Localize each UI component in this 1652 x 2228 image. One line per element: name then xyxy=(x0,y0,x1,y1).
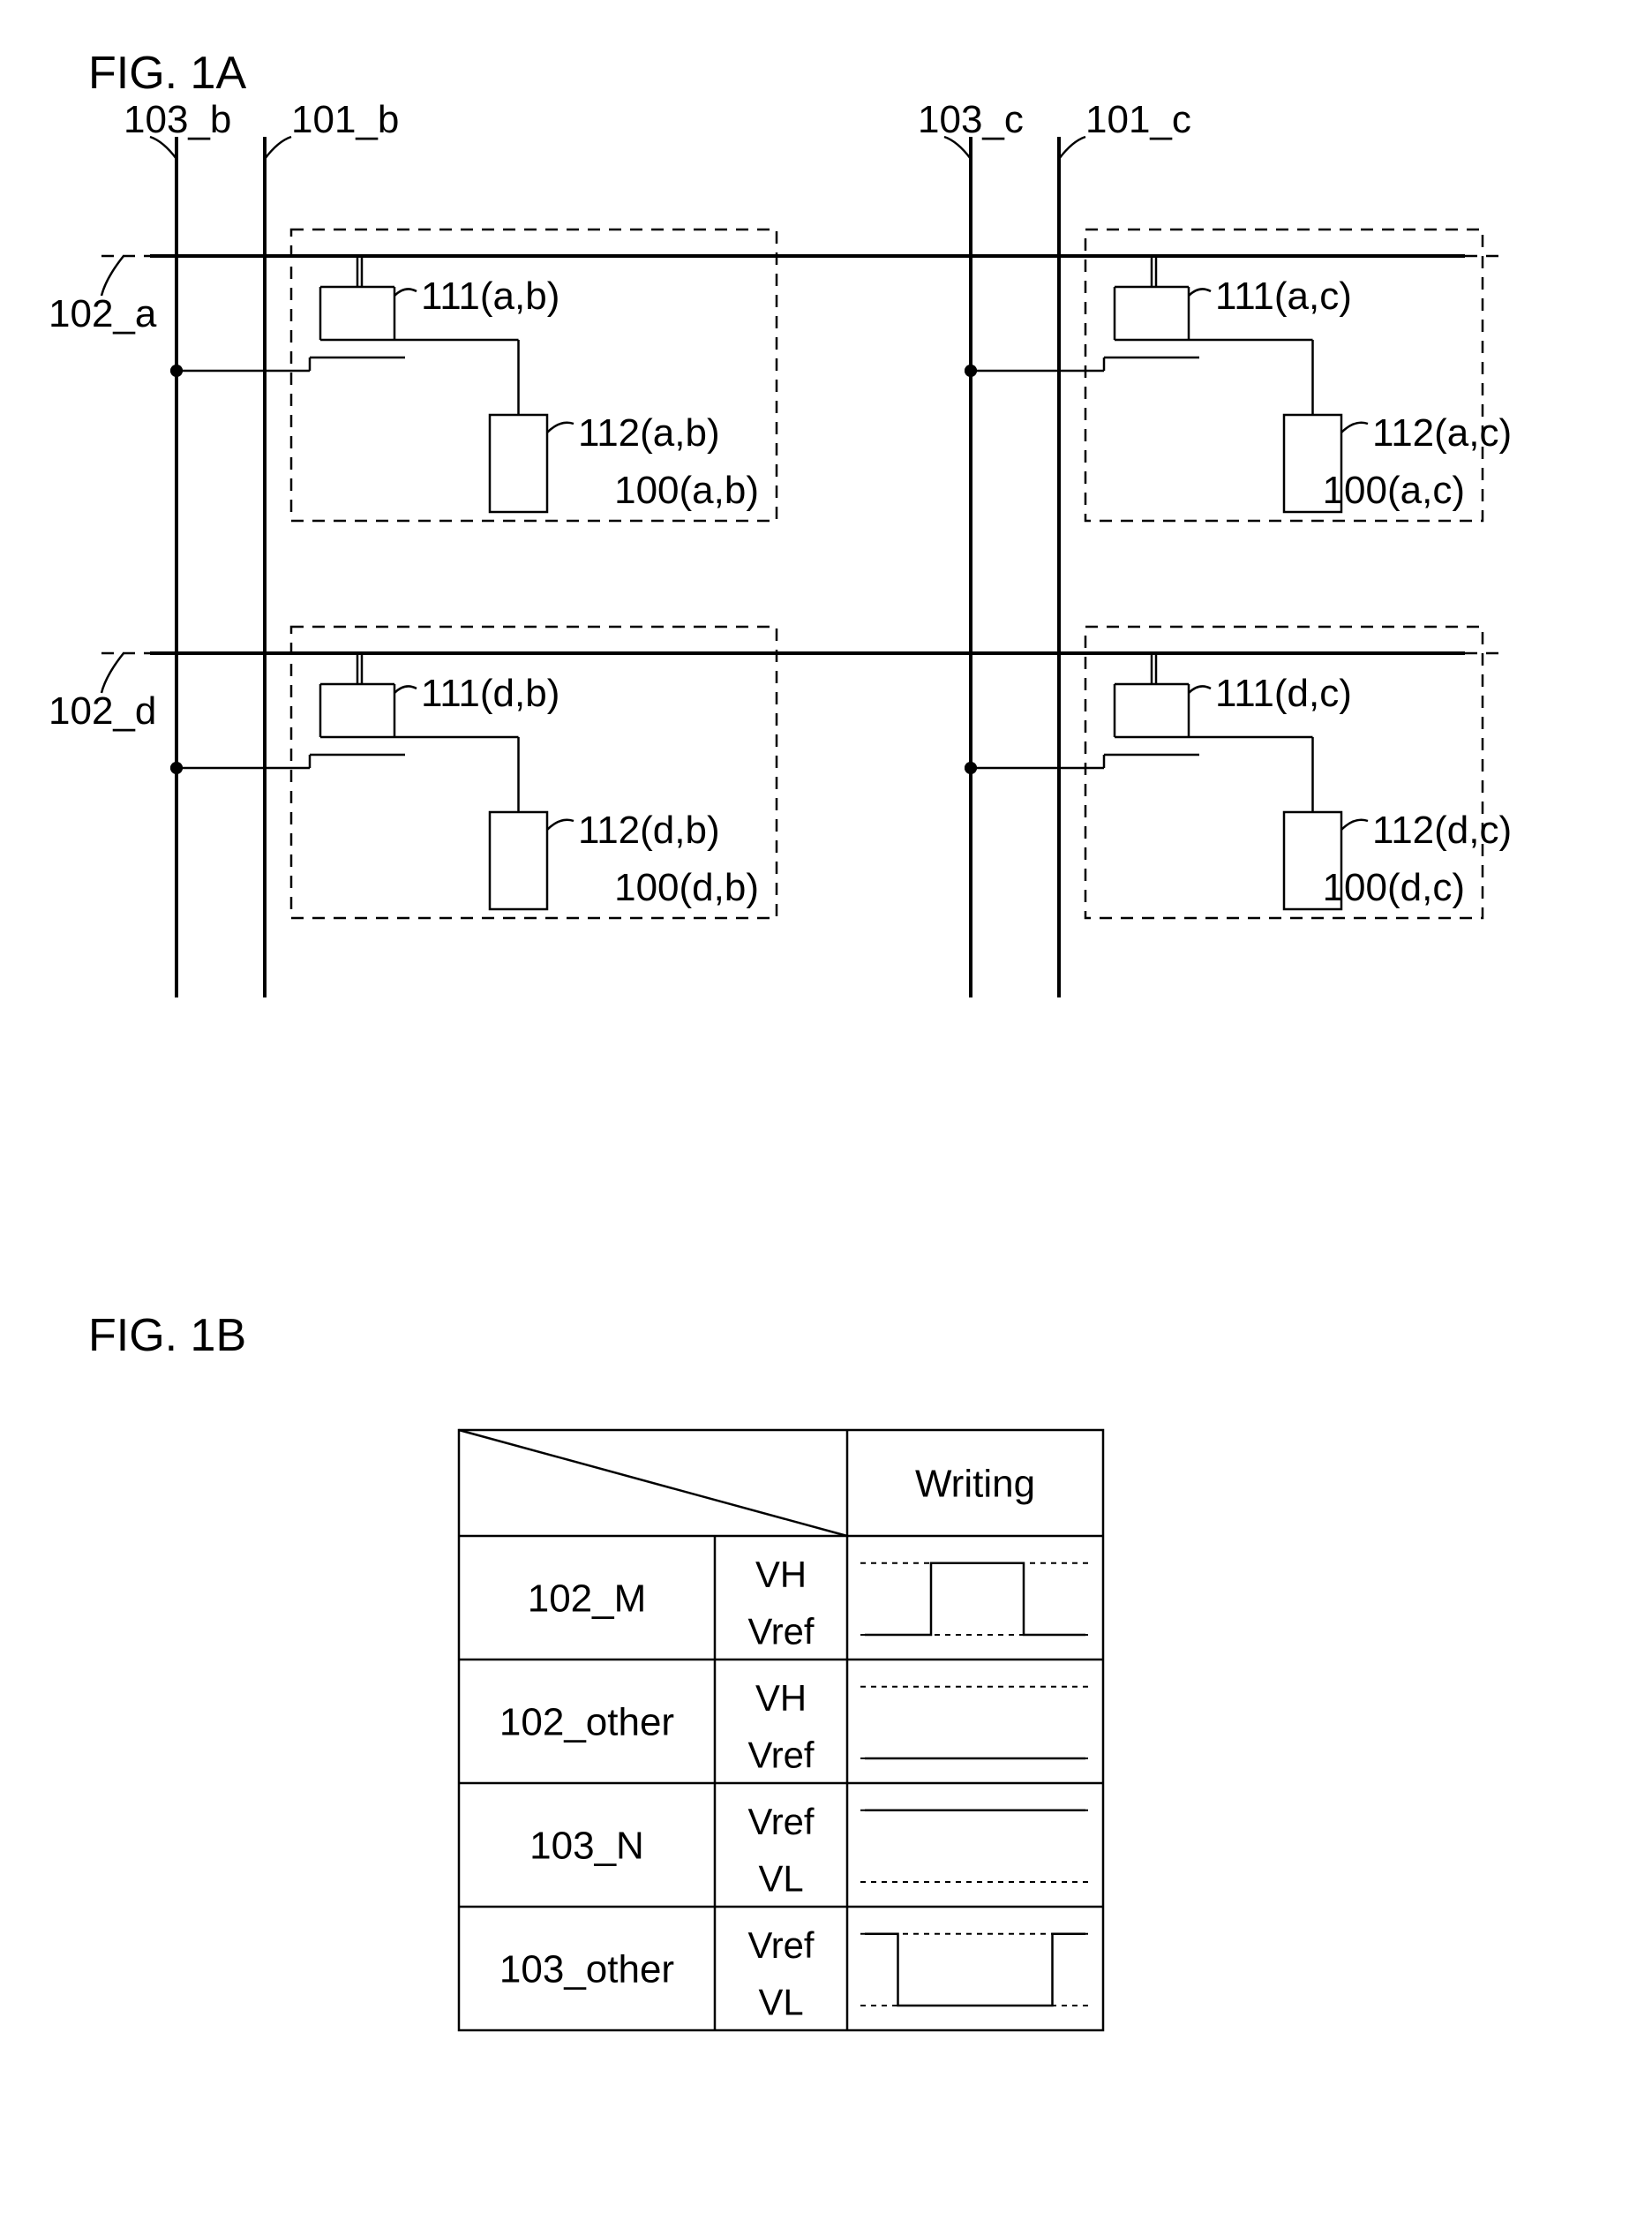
103-c-label: 103_c xyxy=(918,98,1024,141)
label-111: 111(d,b) xyxy=(421,672,559,715)
label-112: 112(d,c) xyxy=(1372,809,1512,852)
fig-1a-diagram: 103_b101_b103_c101_c102_a102_d111(a,b)11… xyxy=(49,98,1512,997)
label-111: 111(a,b) xyxy=(421,275,559,318)
label-111: 111(d,c) xyxy=(1215,672,1352,715)
fig-1b-table: Writing 102_M VH Vref 102_other VH Vref 103_N Vr… xyxy=(459,1430,1103,2030)
101-b-label: 101_b xyxy=(291,98,399,141)
label-112: 112(d,b) xyxy=(578,809,720,852)
table-row-hi: Vref xyxy=(747,1801,814,1842)
table-row-signal: 102_other xyxy=(499,1700,674,1743)
101-c-label: 101_c xyxy=(1085,98,1191,141)
label-112: 112(a,b) xyxy=(578,411,720,455)
label-100: 100(a,c) xyxy=(1323,469,1465,512)
label-100: 100(d,b) xyxy=(614,866,759,909)
table-header-writing: Writing xyxy=(915,1462,1035,1505)
103-b-label: 103_b xyxy=(124,98,231,141)
table-row-lo: Vref xyxy=(747,1734,814,1775)
waveform xyxy=(865,1934,1085,2006)
table-row-hi: VH xyxy=(755,1677,807,1719)
table-row-signal: 102_M xyxy=(528,1577,647,1620)
cell-a-b: 111(a,b) 112(a,b) 100(a,b) xyxy=(170,230,777,521)
cell-a-c: 111(a,c) 112(a,c) 100(a,c) xyxy=(965,230,1512,521)
table-row-signal: 103_N xyxy=(529,1824,644,1867)
label-112: 112(a,c) xyxy=(1372,411,1512,455)
fig-1b-title: FIG. 1B xyxy=(88,1310,246,1361)
table-row-lo: Vref xyxy=(747,1610,814,1652)
label-100: 100(a,b) xyxy=(614,469,759,512)
cell-d-c: 111(d,c) 112(d,c) 100(d,c) xyxy=(965,627,1512,918)
table-row-hi: Vref xyxy=(747,1924,814,1966)
table-row-signal: 103_other xyxy=(499,1947,674,1991)
table-row-lo: VL xyxy=(758,1857,803,1899)
cell-d-b: 111(d,b) 112(d,b) 100(d,b) xyxy=(170,627,777,918)
waveform xyxy=(865,1563,1085,1635)
102-d-label: 102_d xyxy=(49,689,156,733)
table-row-hi: VH xyxy=(755,1554,807,1595)
label-111: 111(a,c) xyxy=(1215,275,1352,318)
figure-canvas: FIG. 1A 103_b 101_b 103_c 101_c 102_a 102_d 11… xyxy=(0,0,1652,2228)
fig-1a-title: FIG. 1A xyxy=(88,48,246,99)
table-row-lo: VL xyxy=(758,1981,803,2022)
label-100: 100(d,c) xyxy=(1323,866,1465,909)
102-a-label: 102_a xyxy=(49,292,157,335)
